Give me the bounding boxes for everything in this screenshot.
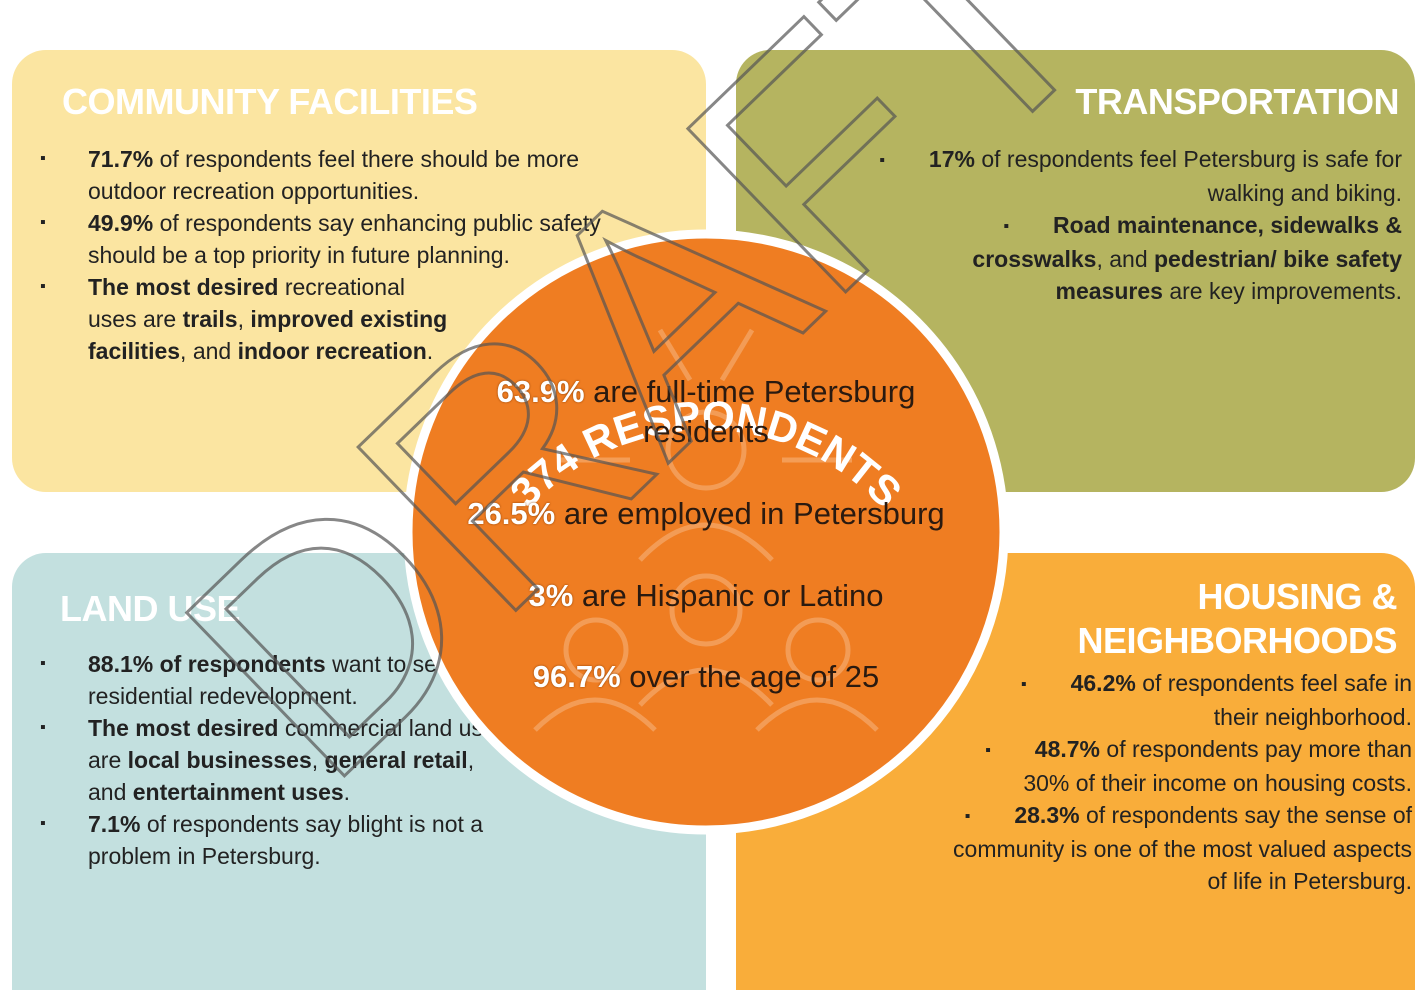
bullet-item: 49.9% of respondents say enhancing publi… [40,207,640,271]
bullet-item: 88.1% of respondents want to see residen… [40,648,508,712]
text: , and [88,747,475,805]
circle [403,229,1009,835]
text: of respondents pay more than 30% of thei… [1023,736,1412,796]
bold-text: general retail [324,747,468,773]
text: recreational uses are [88,274,406,332]
bullet-list: 88.1% of respondents want to see residen… [40,648,510,872]
bold-text: 3% [528,578,574,613]
bold-text: 28.3% [1014,802,1080,828]
panel-title: HOUSING & NEIGHBORHOODS [1077,576,1397,661]
bold-text: 88.1% of respondents [88,651,326,677]
text: want to see residential redevelopment. [88,651,450,709]
text: of respondents feel Petersburg is safe f… [974,146,1402,206]
text: , [237,306,251,332]
text: , [311,747,325,773]
bullet-item: 46.2% of respondents feel safe in their … [992,667,1412,733]
bold-text: The most desired [88,715,279,741]
stat: 96.7% over the age of 25 [456,657,956,697]
bold-text: 71.7% [88,146,154,172]
bullet-item: Road maintenance, sidewalks & crosswalks… [972,209,1402,307]
text: of respondents say blight is not a probl… [88,811,484,869]
panel-title: TRANSPORTATION [1075,81,1399,122]
text: , and [180,338,238,364]
bold-text: 7.1% [88,811,141,837]
bold-text: local businesses [127,747,312,773]
bullet-list: 71.7% of respondents feel there should b… [40,143,640,367]
bold-text: indoor recreation [237,338,427,364]
stat: 26.5% are employed in Petersburg [456,494,956,534]
text: of respondents say enhancing public safe… [88,210,601,268]
bullet-item: The most desired recreational uses are t… [40,271,458,367]
bullet-item: 17% of respondents feel Petersburg is sa… [837,143,1402,209]
stat: 3% are Hispanic or Latino [456,576,956,616]
bold-text: Road maintenance, sidewalks & crosswalks [972,212,1402,272]
stats: 63.9% are full-time Petersburg residents… [456,372,956,739]
stat: 63.9% are full-time Petersburg residents [456,372,956,452]
bullet-list: 46.2% of respondents feel safe in their … [932,667,1412,897]
text: are Hispanic or Latino [573,578,884,613]
bold-text: 17% [928,146,975,172]
bold-text: pedestrian/ bike safety measures [1055,246,1402,304]
bold-text: 96.7% [532,659,621,694]
bold-text: 46.2% [1070,670,1136,696]
bullet-item: 71.7% of respondents feel there should b… [40,143,640,207]
bold-text: 49.9% [88,210,154,236]
text: , and [1096,246,1154,272]
text: are key improvements. [1162,278,1402,304]
bullet-list: 17% of respondents feel Petersburg is sa… [837,143,1402,307]
text: over the age of 25 [620,659,880,694]
bold-text: 26.5% [467,496,556,531]
bold-text: 48.7% [1034,736,1101,762]
text: of respondents feel there should be more… [88,146,579,204]
panel-title: COMMUNITY FACILITIES [62,81,478,122]
text: of respondents say the sense of communit… [953,802,1412,894]
bullet-item: 48.7% of respondents pay more than 30% o… [942,733,1412,799]
bullet-item: The most desired commercial land uses ar… [40,712,510,808]
text: are employed in Petersburg [555,496,945,531]
people-icons [533,328,879,732]
bold-text: entertainment uses [132,779,344,805]
text: . [426,338,434,364]
text: of respondents feel safe in their neighb… [1135,670,1412,730]
bullet-item: 28.3% of respondents say the sense of co… [932,799,1412,897]
text: are full-time Petersburg residents [584,374,916,449]
bullet-item: 7.1% of respondents say blight is not a … [40,808,510,872]
panel-title: LAND USE [60,588,241,629]
text: . [343,779,351,805]
bold-text: trails [182,306,238,332]
bold-text: improved existing facilities [88,306,448,364]
bold-text: The most desired [88,274,279,300]
bold-text: 63.9% [496,374,585,409]
